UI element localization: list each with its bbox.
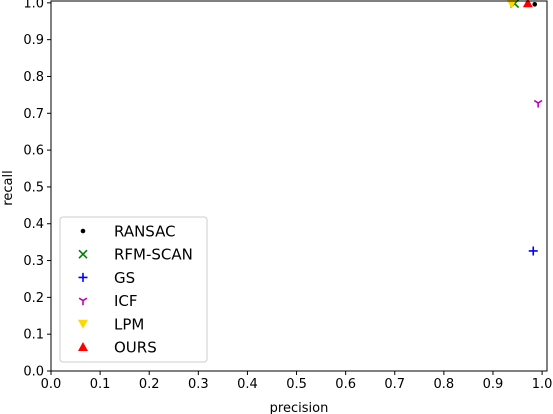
y-tick-label: 0.4: [23, 217, 44, 232]
x-tick-label: 0.2: [139, 377, 160, 392]
y-tick-label: 0.5: [23, 180, 44, 195]
data-point-gs: [528, 246, 538, 256]
x-tick-label: 0.6: [335, 377, 356, 392]
legend-label: GS: [114, 269, 135, 287]
data-point-ransac: [532, 2, 538, 7]
legend-item-ours: OURS: [78, 339, 157, 357]
y-tick-label: 0.6: [23, 144, 44, 159]
y-tick-label: 0.1: [23, 328, 44, 343]
x-tick-label: 0.5: [286, 377, 307, 392]
plot-frame: [50, 0, 548, 372]
legend-item-rfm-scan: RFM-SCAN: [78, 246, 193, 264]
y-tick-label: 0.2: [23, 291, 44, 306]
legend-marker-icf: [78, 297, 88, 306]
legend-item-icf: ICF: [78, 292, 138, 310]
legend: RANSAC RFM-SCAN GS ICF LPM OURS: [59, 216, 208, 363]
legend-label: RFM-SCAN: [114, 246, 193, 264]
marker-layer: [506, 0, 543, 256]
data-point-lpm: [506, 0, 517, 9]
legend-marker-rfm-scan: [78, 249, 88, 259]
y-tick-label: 0.8: [23, 70, 44, 85]
x-tick-label: 1.0: [532, 377, 553, 392]
data-point-icf: [533, 99, 543, 108]
y-tick-label: 0.3: [23, 254, 44, 269]
legend-frame: [59, 216, 208, 363]
x-tick-label: 0.7: [384, 377, 405, 392]
legend-label: RANSAC: [114, 223, 176, 241]
x-tick-label: 0.1: [90, 377, 111, 392]
y-axis-label: recall: [1, 170, 16, 205]
legend-marker-gs: [78, 272, 88, 282]
y-tick-label: 0.0: [23, 365, 44, 380]
x-tick-label: 0.0: [41, 377, 62, 392]
x-axis-ticks: 0.0 0.1 0.2 0.3 0.4 0.5 0.6 0.7 0.8 0.9 1.0: [41, 371, 553, 392]
legend-marker-ours: [78, 342, 88, 351]
legend-marker-ransac: [80, 228, 86, 234]
data-point-ours: [522, 0, 533, 8]
legend-label: OURS: [114, 339, 157, 357]
legend-item-ransac: RANSAC: [80, 223, 176, 241]
legend-marker-lpm: [78, 319, 88, 329]
x-tick-label: 0.8: [434, 377, 455, 392]
x-tick-label: 0.3: [188, 377, 209, 392]
x-tick-label: 0.4: [237, 377, 258, 392]
y-tick-label: 0.9: [23, 33, 44, 48]
legend-item-gs: GS: [78, 269, 135, 287]
y-axis-ticks: 0.0 0.1 0.2 0.3 0.4 0.5 0.6 0.7 0.8 0.9 1.0: [23, 0, 51, 380]
legend-item-lpm: LPM: [78, 315, 144, 333]
y-tick-label: 1.0: [23, 0, 44, 11]
legend-label: LPM: [114, 315, 144, 333]
x-axis-label: precision: [270, 401, 329, 414]
legend-label: ICF: [114, 292, 138, 310]
x-tick-label: 0.9: [483, 377, 504, 392]
y-tick-label: 0.7: [23, 107, 44, 122]
